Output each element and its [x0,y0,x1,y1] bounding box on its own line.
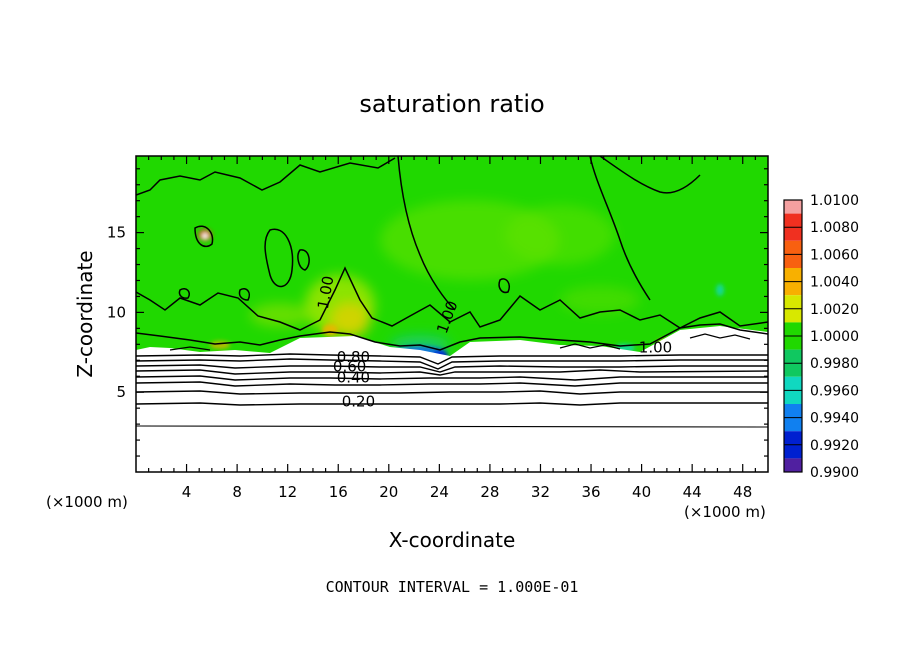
x-tick-label: 40 [632,483,651,501]
x-tick-label: 16 [329,483,348,501]
x-tick-label: 32 [531,483,550,501]
field-shading [250,200,640,355]
contour-label: 0.40 [337,369,370,387]
colorbar-label: 0.9900 [810,465,859,481]
x-tick-label: 28 [480,483,499,501]
x-tick-label: 24 [430,483,449,501]
contour-label: 0.20 [342,393,375,411]
x-tick-label: 20 [379,483,398,501]
x-tick-label: 12 [278,483,297,501]
y-axis: 5 10 15 [107,168,768,457]
colorbar-label: 1.0000 [810,329,859,345]
chart-title: saturation ratio [359,90,544,118]
colorbar-swatch [784,200,802,214]
colorbar-label: 1.0100 [810,193,859,209]
x-tick-label: 36 [581,483,600,501]
x-tick-label: 44 [683,483,702,501]
x-axis: 4 8 12 16 20 24 28 32 36 40 44 48 [148,156,756,501]
colorbar-label: 0.9940 [810,411,859,427]
colorbar-label: 1.0080 [810,220,859,236]
contour-label: 1.00 [639,338,672,356]
plot-area [136,156,768,472]
contour-label: 1.00 [314,274,338,310]
contour-label: 0.60 [333,357,366,375]
y-tick-label: 10 [107,303,126,321]
x-tick-label: 4 [182,483,192,501]
x-unit-right: (×1000 m) [684,503,766,521]
colorbar-label: 0.9920 [810,438,859,454]
y-tick-label: 15 [107,224,126,242]
y-tick-label: 5 [116,383,126,401]
contour-label: 0.80 [337,348,370,366]
x-tick-label: 48 [733,483,752,501]
stratified-contours [136,353,768,428]
colorbar-swatch [784,458,802,472]
contour-interval-note: CONTOUR INTERVAL = 1.000E-01 [326,578,579,596]
colorbar-label: 1.0060 [810,247,859,263]
contour-lines [136,156,768,351]
colorbar-label: 1.0020 [810,302,859,318]
y-axis-label: Z-coordinate [73,250,97,377]
colorbar-label: 0.9980 [810,356,859,372]
x-tick-label: 8 [232,483,242,501]
colorbar-label: 1.0040 [810,275,859,291]
subsaturated-region [136,326,768,472]
x-axis-label: X-coordinate [389,528,516,552]
colorbar-label: 0.9960 [810,383,859,399]
colorbar: 1.0100 1.0080 1.0060 1.0040 1.0020 1.0000 0.99… [783,193,859,481]
x-unit-left: (×1000 m) [46,493,128,511]
